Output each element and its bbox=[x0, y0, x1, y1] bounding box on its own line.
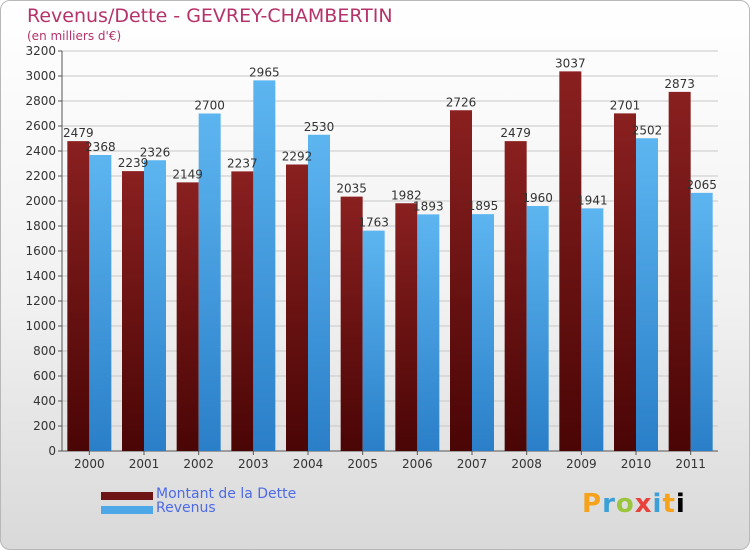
legend-label-dette: Montant de la Dette bbox=[156, 486, 297, 502]
bar-dette bbox=[614, 113, 636, 451]
x-tick-label: 2006 bbox=[402, 457, 433, 471]
y-tick-label: 200 bbox=[33, 419, 56, 433]
bar-dette bbox=[504, 141, 527, 451]
bar-revenus bbox=[690, 192, 713, 451]
bar-revenus bbox=[636, 138, 658, 451]
bar-revenus bbox=[89, 155, 112, 451]
data-label-revenus: 2502 bbox=[632, 123, 663, 137]
x-tick-label: 2011 bbox=[675, 457, 706, 471]
proxiti-logo: Proxiti bbox=[582, 489, 686, 519]
bar-dette bbox=[450, 110, 472, 451]
data-label-revenus: 1960 bbox=[522, 191, 553, 205]
y-tick-label: 2000 bbox=[25, 194, 56, 208]
bar-dette bbox=[231, 171, 254, 451]
bar-revenus bbox=[253, 80, 276, 451]
data-label-dette: 3037 bbox=[555, 56, 586, 70]
bar-revenus bbox=[472, 214, 494, 451]
data-label-dette: 2726 bbox=[446, 95, 477, 109]
y-tick-label: 3200 bbox=[25, 44, 56, 58]
y-tick-label: 1800 bbox=[25, 219, 56, 233]
data-label-revenus: 2368 bbox=[85, 140, 116, 154]
bar-dette bbox=[67, 141, 90, 451]
bar-dette bbox=[286, 164, 308, 451]
bar-revenus bbox=[198, 113, 221, 451]
bar-revenus bbox=[144, 160, 166, 451]
data-label-dette: 2149 bbox=[172, 167, 203, 181]
data-label-dette: 2292 bbox=[282, 150, 313, 164]
bar-dette bbox=[559, 71, 582, 451]
bar-dette bbox=[122, 171, 144, 451]
data-label-dette: 2479 bbox=[500, 126, 531, 140]
axes: 0 200 400 600 800 1000 1200 1400 1600 1800 2000 220… bbox=[25, 44, 718, 471]
y-tick-label: 1600 bbox=[25, 244, 56, 258]
data-label-dette: 1982 bbox=[391, 188, 422, 202]
y-tick-label: 1400 bbox=[25, 269, 56, 283]
y-tick-label: 600 bbox=[33, 369, 56, 383]
x-tick-label: 2010 bbox=[621, 457, 652, 471]
data-label-revenus: 1893 bbox=[413, 199, 444, 213]
data-label-revenus: 2700 bbox=[194, 99, 225, 113]
bars bbox=[67, 71, 713, 451]
data-label-dette: 2239 bbox=[118, 156, 149, 170]
data-label-revenus: 1895 bbox=[468, 199, 499, 213]
bar-dette bbox=[395, 203, 418, 451]
bar-revenus bbox=[417, 214, 440, 451]
y-tick-label: 800 bbox=[33, 344, 56, 358]
data-label-revenus: 1941 bbox=[577, 193, 608, 207]
y-tick-label: 0 bbox=[48, 444, 56, 458]
x-tick-label: 2009 bbox=[566, 457, 597, 471]
y-tick-label: 2600 bbox=[25, 119, 56, 133]
x-tick-label: 2004 bbox=[293, 457, 324, 471]
chart-title: Revenus/Dette - GEVREY-CHAMBERTIN bbox=[27, 5, 393, 27]
bar-revenus bbox=[362, 230, 385, 451]
legend-swatch-revenus bbox=[101, 506, 153, 514]
y-tick-label: 2400 bbox=[25, 144, 56, 158]
y-tick-label: 2200 bbox=[25, 169, 56, 183]
data-label-dette: 2701 bbox=[610, 98, 641, 112]
y-tick-label: 1000 bbox=[25, 319, 56, 333]
bar-revenus bbox=[581, 208, 604, 451]
data-label-revenus: 1763 bbox=[358, 216, 389, 230]
bar-revenus bbox=[308, 134, 330, 451]
y-tick-label: 3000 bbox=[25, 69, 56, 83]
y-tick-label: 2800 bbox=[25, 94, 56, 108]
legend-label-revenus: Revenus bbox=[156, 500, 216, 516]
grid-lines bbox=[62, 50, 718, 452]
chart-subtitle: (en milliers d'€) bbox=[27, 29, 122, 43]
bar-dette bbox=[176, 182, 199, 451]
bar-dette bbox=[668, 91, 691, 451]
bar-dette bbox=[340, 196, 363, 451]
legend-swatch-dette bbox=[101, 492, 153, 500]
bar-revenus bbox=[526, 206, 549, 451]
y-tick-label: 1200 bbox=[25, 294, 56, 308]
data-label-dette: 2479 bbox=[63, 126, 94, 140]
data-label-dette: 2873 bbox=[664, 77, 695, 91]
data-label-revenus: 2965 bbox=[249, 65, 280, 79]
x-tick-label: 2001 bbox=[129, 457, 160, 471]
data-labels: 2479236822392326214927002237296522922530… bbox=[63, 56, 717, 229]
x-tick-label: 2008 bbox=[511, 457, 542, 471]
x-tick-label: 2000 bbox=[74, 457, 105, 471]
data-label-revenus: 2065 bbox=[686, 178, 717, 192]
x-tick-label: 2003 bbox=[238, 457, 269, 471]
data-label-dette: 2237 bbox=[227, 156, 258, 170]
data-label-revenus: 2326 bbox=[140, 145, 171, 159]
x-tick-label: 2002 bbox=[183, 457, 214, 471]
x-tick-label: 2005 bbox=[347, 457, 378, 471]
x-tick-label: 2007 bbox=[457, 457, 488, 471]
y-tick-label: 400 bbox=[33, 394, 56, 408]
data-label-revenus: 2530 bbox=[304, 120, 335, 134]
data-label-dette: 2035 bbox=[336, 182, 367, 196]
